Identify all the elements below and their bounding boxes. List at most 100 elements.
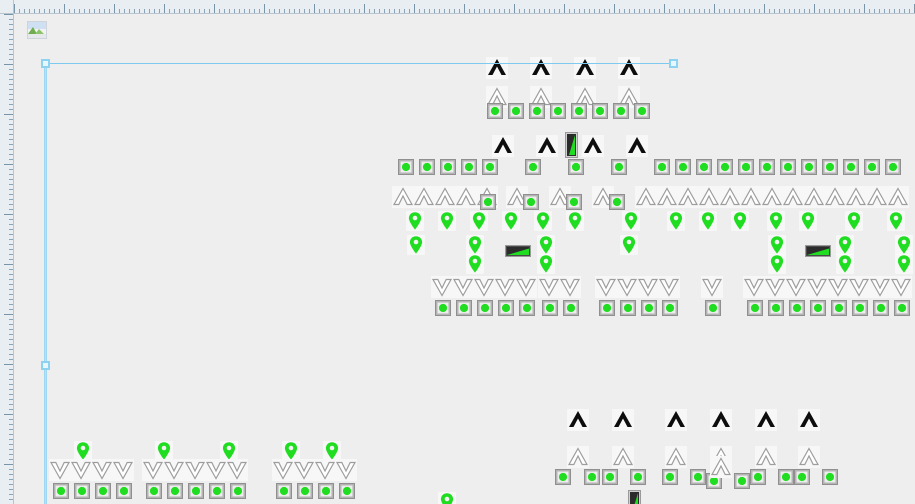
green-dot-square-icon[interactable] xyxy=(750,469,766,485)
green-dot-square-icon[interactable] xyxy=(759,159,775,175)
green-dot-square-icon[interactable] xyxy=(542,300,558,316)
chevron-down-outline-icon[interactable] xyxy=(763,275,787,299)
chevron-down-outline-icon[interactable] xyxy=(313,458,337,482)
green-dot-square-icon[interactable] xyxy=(780,159,796,175)
chevron-down-outline-icon[interactable] xyxy=(594,275,618,299)
chevron-up-outline-icon[interactable] xyxy=(797,445,821,469)
map-pin-icon[interactable] xyxy=(537,254,555,274)
green-dot-square-icon[interactable] xyxy=(852,300,868,316)
chevron-up-outline-icon[interactable] xyxy=(454,185,478,209)
handle-top-left[interactable] xyxy=(41,59,50,68)
green-dot-square-icon[interactable] xyxy=(641,300,657,316)
green-dot-square-icon[interactable] xyxy=(480,194,496,210)
green-dot-square-icon[interactable] xyxy=(167,483,183,499)
green-dot-square-icon[interactable] xyxy=(74,483,90,499)
chevron-down-outline-icon[interactable] xyxy=(162,458,186,482)
green-dot-square-icon[interactable] xyxy=(609,194,625,210)
green-dot-square-icon[interactable] xyxy=(613,103,629,119)
chevron-up-outline-icon[interactable] xyxy=(611,445,635,469)
green-dot-square-icon[interactable] xyxy=(705,300,721,316)
chevron-down-outline-icon[interactable] xyxy=(225,458,249,482)
map-pin-icon[interactable] xyxy=(767,211,785,231)
chevron-up-filled-icon[interactable] xyxy=(625,134,649,158)
chevron-up-filled-icon[interactable] xyxy=(611,408,635,432)
map-pin-icon[interactable] xyxy=(537,235,555,255)
green-dot-square-icon[interactable] xyxy=(885,159,901,175)
map-pin-icon[interactable] xyxy=(438,492,456,504)
green-dot-square-icon[interactable] xyxy=(477,300,493,316)
chevron-up-filled-icon[interactable] xyxy=(491,134,515,158)
map-pin-icon[interactable] xyxy=(438,211,456,231)
chevron-down-outline-icon[interactable] xyxy=(889,275,913,299)
map-pin-icon[interactable] xyxy=(768,254,786,274)
level-bar-vertical-icon[interactable] xyxy=(565,132,578,158)
green-dot-square-icon[interactable] xyxy=(318,483,334,499)
level-bar-vertical-icon[interactable] xyxy=(628,490,641,504)
chevron-up-outline-icon[interactable] xyxy=(573,85,597,109)
map-pin-icon[interactable] xyxy=(470,211,488,231)
green-dot-square-icon[interactable] xyxy=(747,300,763,316)
green-dot-square-icon[interactable] xyxy=(662,469,678,485)
chevron-down-outline-icon[interactable] xyxy=(183,458,207,482)
map-pin-icon[interactable] xyxy=(502,211,520,231)
green-dot-square-icon[interactable] xyxy=(831,300,847,316)
green-dot-square-icon[interactable] xyxy=(873,300,889,316)
green-dot-square-icon[interactable] xyxy=(675,159,691,175)
green-dot-square-icon[interactable] xyxy=(566,194,582,210)
map-pin-icon[interactable] xyxy=(566,211,584,231)
chevron-up-outline-icon[interactable] xyxy=(760,185,784,209)
vertical-ruler[interactable] xyxy=(0,14,14,504)
chevron-down-outline-icon[interactable] xyxy=(558,275,582,299)
map-pin-icon[interactable] xyxy=(622,211,640,231)
chevron-down-outline-icon[interactable] xyxy=(141,458,165,482)
selection-edge-top[interactable] xyxy=(45,63,673,64)
green-dot-square-icon[interactable] xyxy=(734,473,750,489)
green-dot-square-icon[interactable] xyxy=(461,159,477,175)
green-dot-square-icon[interactable] xyxy=(498,300,514,316)
green-dot-square-icon[interactable] xyxy=(116,483,132,499)
chevron-down-outline-icon[interactable] xyxy=(805,275,829,299)
green-dot-square-icon[interactable] xyxy=(209,483,225,499)
green-dot-square-icon[interactable] xyxy=(571,103,587,119)
map-pin-icon[interactable] xyxy=(74,441,92,461)
chevron-up-outline-icon[interactable] xyxy=(739,185,763,209)
chevron-down-outline-icon[interactable] xyxy=(430,275,454,299)
green-dot-square-icon[interactable] xyxy=(599,300,615,316)
chevron-down-outline-icon[interactable] xyxy=(48,458,72,482)
map-pin-icon[interactable] xyxy=(768,235,786,255)
map-pin-icon[interactable] xyxy=(895,254,913,274)
map-pin-icon[interactable] xyxy=(836,235,854,255)
map-pin-icon[interactable] xyxy=(799,211,817,231)
chevron-up-outline-icon[interactable] xyxy=(433,185,457,209)
green-dot-square-icon[interactable] xyxy=(276,483,292,499)
green-dot-square-icon[interactable] xyxy=(611,159,627,175)
chevron-up-outline-icon[interactable] xyxy=(412,185,436,209)
map-pin-icon[interactable] xyxy=(845,211,863,231)
chevron-down-outline-icon[interactable] xyxy=(514,275,538,299)
green-dot-square-icon[interactable] xyxy=(419,159,435,175)
green-dot-square-icon[interactable] xyxy=(95,483,111,499)
map-pin-icon[interactable] xyxy=(407,235,425,255)
green-dot-square-icon[interactable] xyxy=(738,159,754,175)
green-dot-square-icon[interactable] xyxy=(230,483,246,499)
green-dot-square-icon[interactable] xyxy=(894,300,910,316)
chevron-up-filled-icon[interactable] xyxy=(797,408,821,432)
chevron-down-outline-icon[interactable] xyxy=(784,275,808,299)
chevron-up-outline-icon[interactable] xyxy=(529,85,553,109)
handle-top-center[interactable] xyxy=(669,59,678,68)
green-dot-square-icon[interactable] xyxy=(789,300,805,316)
green-dot-square-icon[interactable] xyxy=(696,159,712,175)
map-pin-icon[interactable] xyxy=(887,211,905,231)
green-dot-square-icon[interactable] xyxy=(519,300,535,316)
map-pin-icon[interactable] xyxy=(620,235,638,255)
map-pin-icon[interactable] xyxy=(699,211,717,231)
chevron-down-outline-icon[interactable] xyxy=(204,458,228,482)
green-dot-square-icon[interactable] xyxy=(690,469,706,485)
map-pin-icon[interactable] xyxy=(466,254,484,274)
chevron-up-filled-icon[interactable] xyxy=(617,56,641,80)
chevron-down-outline-icon[interactable] xyxy=(271,458,295,482)
level-bar-horizontal-icon[interactable] xyxy=(505,245,531,257)
chevron-down-outline-icon[interactable] xyxy=(537,275,561,299)
green-dot-square-icon[interactable] xyxy=(592,103,608,119)
green-dot-square-icon[interactable] xyxy=(822,159,838,175)
